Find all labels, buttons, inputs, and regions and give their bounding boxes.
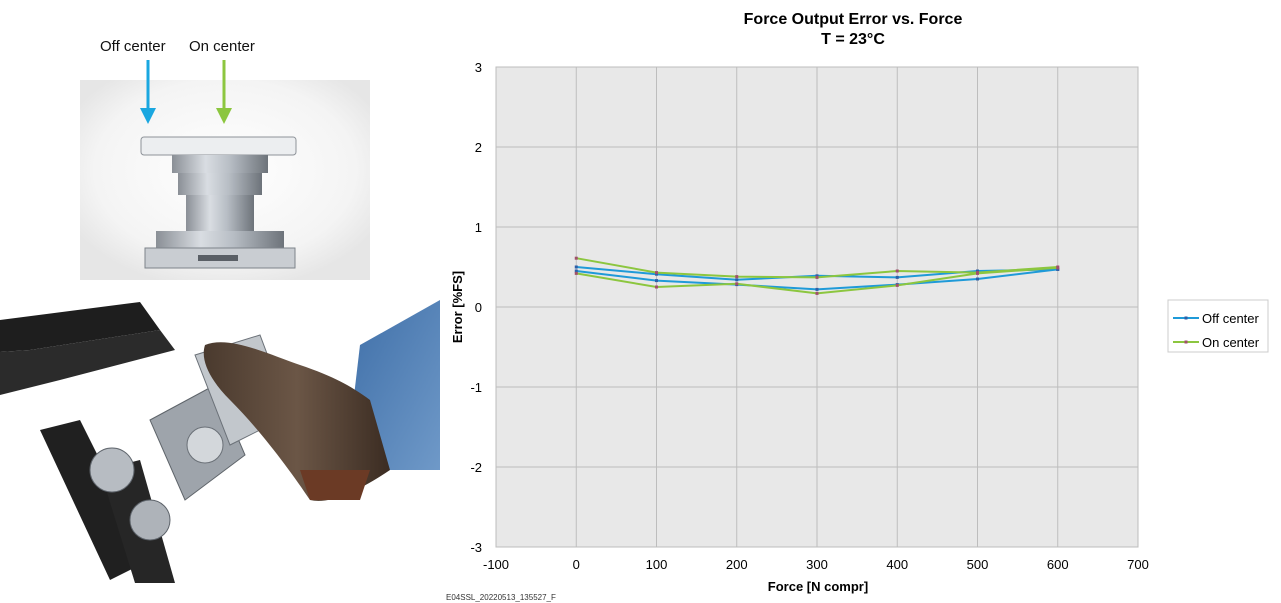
on-center-arrow	[216, 60, 232, 124]
data-point-2-2	[735, 275, 739, 279]
off-center-arrow	[140, 60, 156, 124]
x-axis-title: Force [N compr]	[768, 579, 868, 594]
x-tick-label-4: 300	[806, 557, 828, 572]
x-tick-label-1: 0	[573, 557, 580, 572]
leg-and-boot	[203, 300, 440, 501]
series-lines	[574, 256, 1060, 295]
y-axis-title: Error [%FS]	[450, 271, 465, 343]
test-rig-frame	[0, 302, 175, 583]
x-tick-label-7: 600	[1047, 557, 1069, 572]
off-center-label: Off center	[100, 38, 166, 55]
on-center-label: On center	[189, 38, 255, 55]
data-point-0-5	[976, 269, 979, 273]
legend-label-on-center: On center	[1202, 335, 1260, 350]
load-cell-render	[140, 136, 297, 269]
sensor-photo-panel: Off center On center	[0, 38, 440, 583]
x-tick-label-6: 500	[967, 557, 989, 572]
x-tick-label-5: 400	[886, 557, 908, 572]
data-point-3-6	[1056, 266, 1060, 270]
data-point-0-0	[574, 265, 578, 269]
y-tick-label-1: -2	[470, 460, 482, 475]
y-tick-label-5: 2	[475, 140, 482, 155]
data-point-3-4	[895, 283, 899, 287]
legend-marker-on-center	[1184, 340, 1188, 344]
data-point-1-0	[574, 269, 578, 273]
x-tick-label-3: 200	[726, 557, 748, 572]
legend-label-off-center: Off center	[1202, 311, 1260, 326]
chart-subtitle: T = 23°C	[821, 31, 885, 48]
data-point-2-3	[815, 275, 819, 279]
data-point-1-6	[1056, 267, 1060, 271]
legend-marker-off-center	[1184, 316, 1188, 320]
data-point-2-1	[655, 271, 658, 275]
y-tick-label-6: 3	[475, 60, 482, 75]
legend: Off center On center	[1167, 299, 1269, 353]
footer-id: E04SSL_20220513_135527_F	[446, 593, 556, 602]
data-point-2-0	[574, 256, 578, 260]
data-point-3-0	[574, 271, 578, 275]
grid-lines	[495, 66, 1139, 548]
x-tick-label-8: 700	[1127, 557, 1149, 572]
data-point-0-3	[815, 274, 819, 278]
x-tick-label-0: -100	[483, 557, 509, 572]
chart-title: Force Output Error vs. Force	[744, 11, 963, 28]
data-point-1-5	[976, 277, 979, 281]
y-tick-label-4: 1	[475, 220, 482, 235]
y-tick-label-0: -3	[470, 540, 482, 555]
x-tick-label-2: 100	[646, 557, 668, 572]
data-point-3-2	[735, 282, 739, 286]
y-tick-label-3: 0	[475, 300, 482, 315]
data-point-2-4	[895, 269, 899, 273]
data-point-0-4	[895, 275, 899, 279]
data-point-3-1	[655, 285, 658, 289]
tick-labels: -100 0 100 200 300 400 500 600 700 -3 -2 -1 0 1 2 3	[470, 60, 1148, 572]
data-point-3-3	[815, 291, 819, 295]
y-tick-label-2: -1	[470, 380, 482, 395]
data-point-3-5	[976, 271, 979, 275]
data-point-1-3	[815, 287, 819, 291]
data-point-0-1	[655, 272, 658, 276]
data-point-1-1	[655, 279, 658, 283]
chart-panel: Force Output Error vs. Force T = 23°C -1…	[446, 11, 1269, 602]
data-point-0-2	[735, 278, 739, 282]
